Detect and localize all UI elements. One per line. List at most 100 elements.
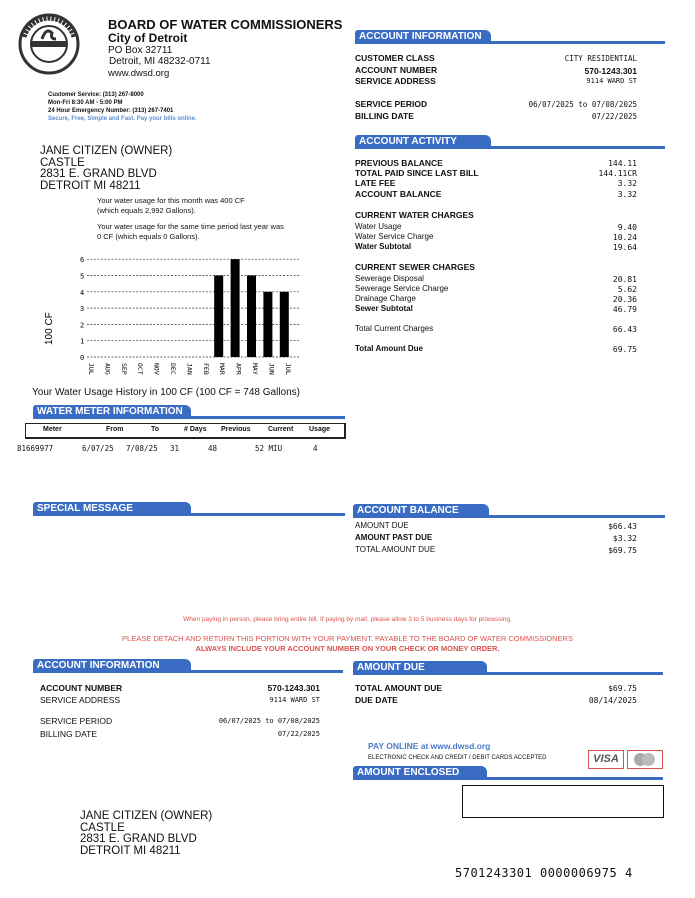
stub-billing-date: 07/22/2025 (277, 730, 320, 738)
usage-last-year: Your water usage for the same time perio… (97, 222, 284, 231)
stub-total-due-label: TOTAL AMOUNT DUE (355, 683, 443, 693)
mailing-address: JANE CITIZEN (OWNER) CASTLE 2831 E. GRAN… (80, 810, 213, 857)
stub-service-period-label: SERVICE PERIOD (40, 716, 113, 726)
org-website: www.dwsd.org (108, 68, 170, 79)
mail-customer-line2: CASTLE (80, 821, 125, 834)
customer-city: DETROIT MI 48211 (40, 179, 141, 192)
account-activity-header: ACCOUNT ACTIVITY (355, 135, 665, 149)
account-activity-rows: PREVIOUS BALANCE 144.11 TOTAL PAID SINCE L… (355, 158, 637, 358)
dwsd-logo (18, 13, 80, 75)
water-meter-header: WATER METER INFORMATION (33, 405, 345, 419)
stub-service-period: 06/07/2025 to 07/08/2025 (218, 717, 320, 725)
water-1-value: 10.24 (612, 233, 637, 242)
detach-notice: PLEASE DETACH AND RETURN THIS PORTION WI… (122, 634, 573, 643)
x-tick-label: AUG (103, 363, 111, 375)
stub-account-info-header: ACCOUNT INFORMATION (33, 659, 343, 673)
x-tick-label: JUL (87, 363, 95, 375)
billing-date-label: BILLING DATE (355, 111, 414, 121)
service-address-value: 9114 WARD ST (586, 77, 637, 85)
col-previous: Previous (221, 426, 251, 433)
due-date-label: DUE DATE (355, 695, 398, 705)
emergency-number: 24 Hour Emergency Number: (313) 267-7401 (48, 108, 174, 114)
y-tick-label: 5 (80, 273, 84, 281)
mail-customer-street: 2831 E. GRAND BLVD (80, 833, 197, 845)
account-info-rows: CUSTOMER CLASS CITY RESIDENTIAL ACCOUNT NU… (355, 53, 637, 123)
service-period-label: SERVICE PERIOD (355, 99, 428, 109)
customer-class-value: CITY RESIDENTIAL (564, 54, 637, 63)
total-due-value: 69.75 (612, 345, 637, 354)
usage-last-year-gallons: 0 CF (which equals 0 Gallons). (97, 232, 200, 241)
activity-1-label: TOTAL PAID SINCE LAST BILL (355, 168, 479, 178)
billing-date-value: 07/22/2025 (591, 112, 637, 121)
pay-online-link[interactable]: PAY ONLINE at www.dwsd.org (368, 741, 491, 751)
y-tick-label: 0 (80, 354, 84, 362)
sewer-0-value: 20.81 (612, 275, 637, 284)
sewer-charges-title-label: CURRENT SEWER CHARGES (355, 262, 475, 272)
activity-3-label: ACCOUNT BALANCE (355, 189, 442, 199)
usage-bar (214, 275, 224, 357)
usage-bar (247, 275, 256, 357)
account-info-header: ACCOUNT INFORMATION (355, 30, 665, 44)
account-number-label: ACCOUNT NUMBER (355, 65, 438, 75)
customer-street: 2831 E. GRAND BLVD (40, 168, 157, 180)
stub-account-info-title: ACCOUNT INFORMATION (33, 659, 191, 673)
visa-icon: VISA (588, 750, 624, 769)
meter-from: 6/07/25 (82, 444, 114, 453)
customer-class-label: CUSTOMER CLASS (355, 53, 435, 63)
activity-2-label: LATE FEE (355, 178, 396, 188)
sewer-1-label: Sewerage Service Charge (355, 284, 449, 293)
service-hours: Mon-Fri 8:30 AM - 5:00 PM (48, 100, 123, 106)
meter-table-header: Meter From To # Days Previous Current Us… (25, 423, 346, 439)
col-meter: Meter (43, 426, 62, 433)
y-axis-label: 100 CF (44, 312, 55, 345)
meter-usage: 4 (313, 444, 318, 453)
sewer-1-value: 5.62 (617, 285, 637, 294)
chart-caption: Your Water Usage History in 100 CF (100 … (32, 387, 300, 398)
mail-customer-name: JANE CITIZEN (OWNER) (80, 810, 213, 822)
customer-line2: CASTLE (40, 156, 85, 169)
stub-service-address: 9114 WARD ST (269, 696, 320, 704)
customer-service: Customer Service: (313) 267-8000 (48, 92, 144, 98)
customer-address: JANE CITIZEN (OWNER) CASTLE 2831 E. GRAN… (40, 145, 173, 192)
activity-0-label: PREVIOUS BALANCE (355, 158, 443, 168)
total-due-label: Total Amount Due (355, 344, 423, 353)
account-balance-title: ACCOUNT BALANCE (353, 504, 489, 518)
amount-due-header: AMOUNT DUE (353, 661, 663, 675)
sewer-3-value: 46.79 (612, 305, 637, 314)
usage-bar (230, 259, 240, 357)
visa-label: VISA (593, 753, 619, 765)
account-info-title: ACCOUNT INFORMATION (355, 30, 491, 44)
x-tick-label: SEP (120, 363, 128, 375)
water-2-label: Water Subtotal (355, 242, 412, 251)
x-tick-label: OCT (136, 363, 144, 375)
sewer-0-label: Sewerage Disposal (355, 274, 424, 283)
amount-due-title: AMOUNT DUE (353, 661, 487, 675)
stub-billing-date-label: BILLING DATE (40, 729, 97, 739)
meter-current: 52 MIU (255, 444, 283, 453)
customer-name: JANE CITIZEN (OWNER) (40, 145, 173, 157)
balance-2-value: $69.75 (608, 546, 637, 555)
usage-bar (263, 291, 273, 357)
activity-2-value: 3.32 (617, 179, 637, 188)
slogan: Secure, Free, Simple and Fast. Pay your … (48, 116, 197, 122)
sewer-3-label: Sewer Subtotal (355, 304, 413, 313)
x-tick-label: MAY (251, 363, 259, 375)
account-activity-title: ACCOUNT ACTIVITY (355, 135, 491, 149)
col-days: # Days (184, 426, 207, 433)
water-1-label: Water Service Charge (355, 232, 434, 241)
activity-1-value: 144.11CR (598, 169, 637, 178)
mail-customer-city: DETROIT MI 48211 (80, 844, 181, 857)
sewer-2-label: Drainage Charge (355, 294, 416, 303)
stub-service-address-label: SERVICE ADDRESS (40, 695, 121, 705)
amount-enclosed-input[interactable] (462, 785, 664, 818)
meter-id: 81669977 (17, 444, 54, 453)
balance-1-label: AMOUNT PAST DUE (355, 533, 433, 542)
y-tick-label: 6 (80, 256, 84, 264)
service-address-label: SERVICE ADDRESS (355, 76, 436, 86)
activity-0-value: 144.11 (608, 159, 637, 168)
special-message-title: SPECIAL MESSAGE (33, 502, 191, 516)
balance-2-label: TOTAL AMOUNT DUE (355, 545, 436, 554)
amount-enclosed-title: AMOUNT ENCLOSED (353, 766, 487, 780)
y-tick-label: 3 (80, 305, 84, 313)
x-tick-label: MAR (218, 363, 226, 375)
